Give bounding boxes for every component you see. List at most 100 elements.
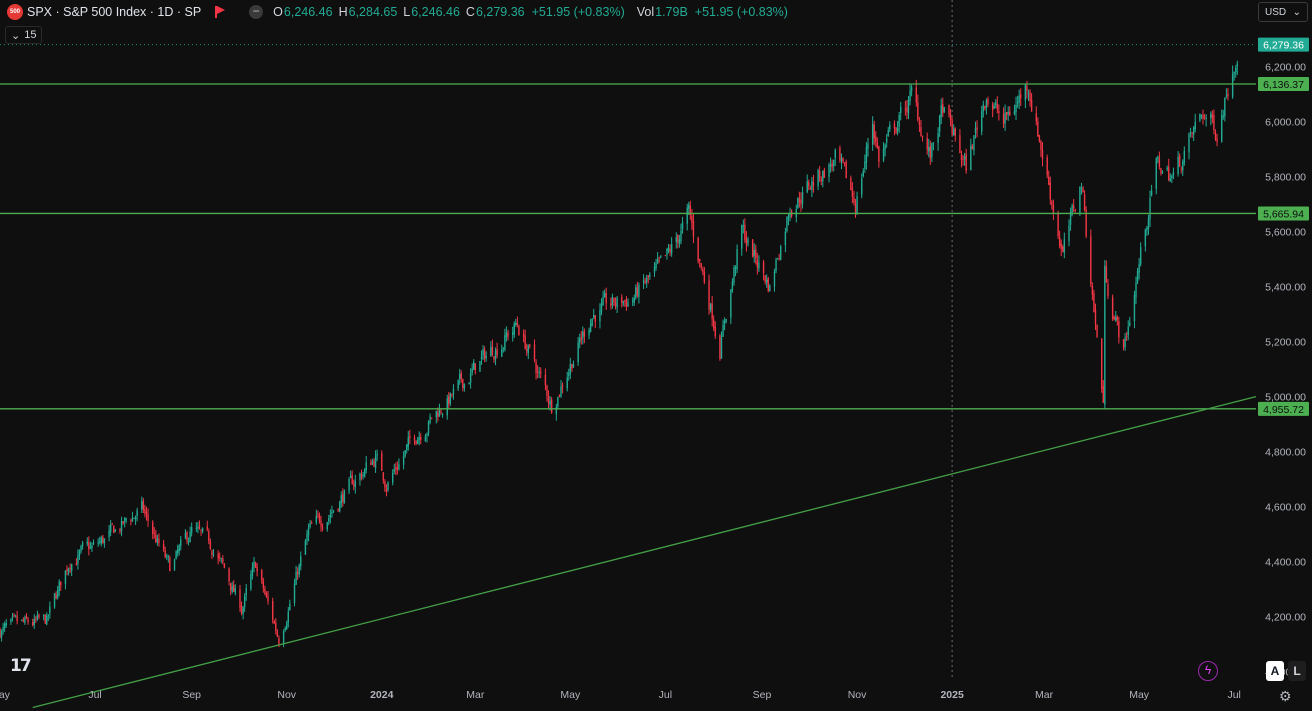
- candle-body: [742, 225, 745, 227]
- candle-body: [471, 369, 473, 373]
- candle-body: [108, 530, 110, 538]
- candle-body: [56, 589, 59, 599]
- x-tick-label: Jul: [1227, 689, 1240, 701]
- candle-body: [645, 277, 648, 283]
- candle-body: [359, 473, 361, 480]
- log-scale-button[interactable]: L: [1288, 661, 1306, 681]
- candle-body: [932, 142, 935, 144]
- candle-body: [789, 213, 791, 217]
- low-value: L6,246.46: [403, 5, 460, 19]
- symbol-title[interactable]: SPX · S&P 500 Index · 1D · SP: [27, 5, 202, 19]
- candle-body: [786, 217, 788, 231]
- candle-body: [700, 263, 702, 268]
- candle-body: [722, 324, 724, 338]
- candle-body: [47, 614, 50, 616]
- level-price-label: 4,955.72: [1263, 404, 1304, 416]
- candle-body: [853, 197, 855, 203]
- candle-body: [1104, 265, 1106, 405]
- candle-body: [131, 518, 134, 522]
- candle-body: [130, 520, 132, 522]
- candle-body: [452, 388, 455, 395]
- candle-body: [1205, 118, 1207, 119]
- candle-body: [765, 279, 768, 283]
- candle-body: [217, 553, 219, 559]
- candle-body: [448, 396, 450, 405]
- candle-body: [384, 481, 386, 488]
- candle-body: [638, 284, 640, 297]
- candle-body: [820, 179, 822, 181]
- candle-body: [1062, 246, 1064, 252]
- x-tick-label: May: [560, 689, 581, 701]
- candle-body: [253, 561, 255, 568]
- candle-body: [25, 615, 28, 619]
- candle-body: [89, 547, 92, 549]
- candle-body: [1202, 114, 1204, 119]
- candle-body: [987, 98, 989, 105]
- currency-select[interactable]: USD ⌄: [1258, 2, 1308, 22]
- symbol-logo[interactable]: 500: [7, 4, 23, 20]
- candle-body: [959, 135, 961, 153]
- candle-body: [649, 274, 651, 277]
- candle-body: [550, 399, 553, 413]
- candle-body: [588, 329, 590, 336]
- candle-body: [426, 433, 428, 436]
- candle-body: [200, 529, 202, 531]
- open-value: O6,246.46: [273, 5, 333, 19]
- candle-body: [38, 615, 40, 617]
- level-price-label: 6,136.37: [1263, 79, 1304, 91]
- candle-body: [780, 246, 782, 260]
- candle-body: [391, 473, 394, 483]
- candle-body: [11, 616, 14, 619]
- candle-body: [854, 203, 857, 213]
- candle-body: [490, 347, 492, 357]
- candle-body: [404, 450, 406, 456]
- candle-body: [91, 545, 93, 549]
- level-price-label: 5,665.94: [1263, 208, 1304, 220]
- candle-body: [479, 361, 481, 372]
- candle-body: [473, 361, 475, 370]
- collapse-icon[interactable]: −: [249, 5, 264, 19]
- indicator-toggle[interactable]: ⌄ 15: [5, 26, 43, 44]
- candle-body: [850, 177, 852, 191]
- auto-scale-button[interactable]: A: [1266, 661, 1284, 681]
- candle-body: [594, 315, 596, 322]
- candle-body: [33, 619, 35, 626]
- candle-body: [469, 373, 472, 383]
- candle-body: [962, 158, 964, 160]
- candle-body: [437, 412, 439, 417]
- candle-body: [664, 255, 667, 256]
- candle-body: [1178, 155, 1181, 167]
- candle-body: [286, 623, 288, 629]
- candle-body: [720, 337, 723, 359]
- candle-body: [719, 335, 721, 359]
- candle-body: [1171, 175, 1173, 179]
- candle-body: [909, 90, 911, 101]
- candle-body: [385, 488, 388, 492]
- flash-icon[interactable]: ϟ: [1198, 661, 1218, 681]
- candle-body: [898, 115, 900, 127]
- chevron-down-icon: ⌄: [1292, 6, 1301, 18]
- candle-body: [516, 322, 519, 325]
- candle-body: [1040, 141, 1042, 150]
- flag-icon[interactable]: [215, 6, 226, 18]
- candle-body: [463, 384, 466, 389]
- candle-body: [809, 188, 812, 189]
- candle-body: [906, 107, 908, 112]
- candle-body: [354, 480, 356, 488]
- candle-body: [887, 130, 889, 137]
- gear-icon[interactable]: ⚙: [1279, 688, 1292, 704]
- candle-body: [293, 584, 296, 603]
- candle-body: [243, 596, 246, 607]
- candle-body: [775, 259, 777, 272]
- candle-body: [13, 615, 15, 617]
- candle-body: [1172, 172, 1175, 176]
- tradingview-logo[interactable]: 17: [10, 656, 32, 676]
- candle-body: [321, 527, 324, 529]
- candle-body: [1060, 243, 1062, 249]
- candle-body: [762, 261, 765, 274]
- candle-body: [538, 371, 540, 373]
- candle-body: [808, 182, 810, 187]
- candle-body: [669, 248, 671, 253]
- candle-body: [660, 255, 662, 258]
